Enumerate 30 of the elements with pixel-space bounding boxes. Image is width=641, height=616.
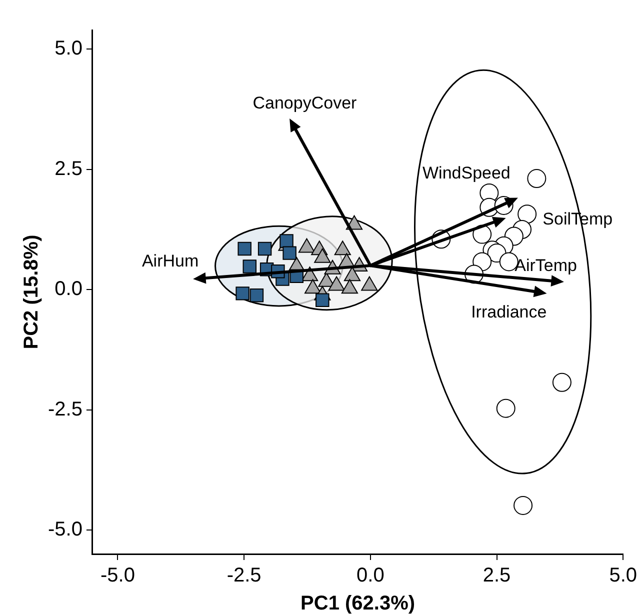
point xyxy=(316,293,330,308)
point xyxy=(236,286,250,300)
x-axis-title: PC1 (62.3%) xyxy=(300,592,416,615)
x-tick-label: 5.0 xyxy=(609,564,638,587)
y-tick-label: 2.5 xyxy=(54,158,82,180)
point xyxy=(282,246,296,260)
x-tick-label: 2.5 xyxy=(482,564,511,587)
y-tick-label: -5.0 xyxy=(48,518,82,540)
annotation: WindSpeed xyxy=(422,163,510,182)
y-axis-title: PC2 (15.8%) xyxy=(20,234,43,350)
point xyxy=(250,288,264,302)
point xyxy=(242,260,256,274)
x-tick-label: 0.0 xyxy=(356,564,384,587)
x-tick-label: -2.5 xyxy=(226,564,262,587)
point xyxy=(258,242,272,256)
point xyxy=(238,242,252,256)
y-tick-label: -2.5 xyxy=(48,398,82,420)
annotation: CanopyCover xyxy=(252,94,358,113)
point xyxy=(514,496,533,515)
point xyxy=(552,372,572,392)
x-tick-label: -5.0 xyxy=(100,564,135,587)
point xyxy=(527,169,546,188)
y-tick-label: 0.0 xyxy=(54,278,82,300)
point xyxy=(496,398,516,418)
annotation: AirHum xyxy=(142,251,199,270)
point xyxy=(518,204,537,224)
y-tick-label: 5.0 xyxy=(54,38,82,60)
annotation: AirTemp xyxy=(514,256,577,276)
point xyxy=(280,234,294,248)
annotation: Irradiance xyxy=(471,302,547,322)
